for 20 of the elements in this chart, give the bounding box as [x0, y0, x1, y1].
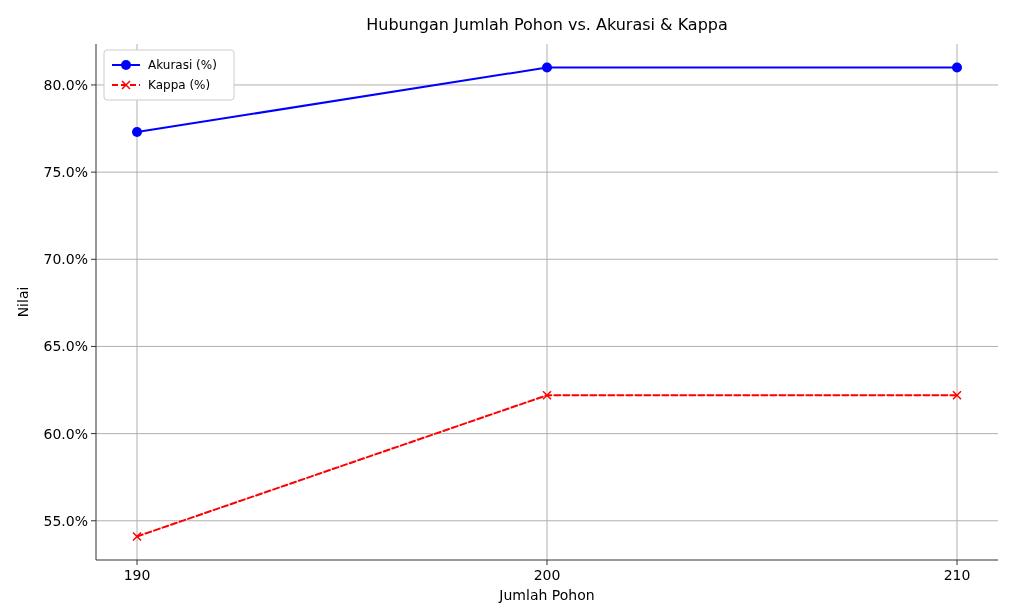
y-axis-title: Nilai [15, 286, 31, 318]
point [132, 127, 142, 138]
x-tick-label: 210 [943, 567, 971, 583]
y-tick-label: 75.0% [43, 164, 88, 181]
point [542, 390, 552, 401]
y-tick-label: 80.0% [43, 76, 88, 93]
point [952, 62, 962, 73]
legend-label: Akurasi (%) [148, 58, 217, 72]
y-tick-label: 60.0% [43, 425, 88, 442]
point [132, 531, 142, 542]
y-tick-label: 70.0% [43, 251, 88, 268]
legend-label: Kappa (%) [148, 78, 211, 92]
point [952, 390, 962, 401]
point [542, 62, 552, 73]
x-tick-label: 200 [533, 567, 561, 583]
x-axis-title: Jumlah Pohon [498, 587, 595, 603]
x-tick-label: 190 [123, 567, 151, 583]
y-tick-label: 55.0% [43, 512, 88, 529]
chart-title: Hubungan Jumlah Pohon vs. Akurasi & Kappa [366, 15, 728, 34]
y-tick-label: 65.0% [43, 338, 88, 355]
